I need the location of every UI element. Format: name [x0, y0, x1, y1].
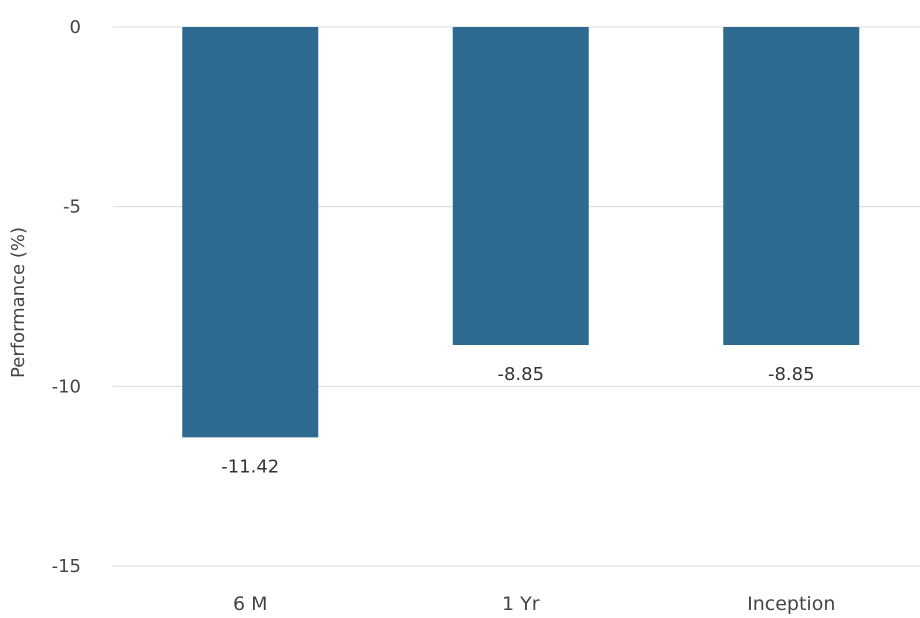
x-category-label: 1 Yr: [502, 593, 540, 615]
y-tick-label: -10: [52, 376, 81, 397]
y-tick-label: -5: [63, 197, 81, 218]
x-category-label: 6 M: [233, 593, 268, 615]
bar[interactable]: [452, 27, 589, 346]
y-axis-title: Performance (%): [8, 227, 29, 378]
y-tick-label: 0: [70, 17, 81, 38]
data-label: -8.85: [768, 364, 815, 385]
x-category-label: Inception: [747, 593, 835, 615]
bars: [182, 27, 860, 438]
data-labels: -11.42 -8.85 -8.85: [221, 364, 814, 477]
y-tick-label: -15: [52, 556, 81, 577]
data-label: -11.42: [221, 456, 279, 477]
data-label: -8.85: [497, 364, 544, 385]
bar[interactable]: [723, 27, 860, 346]
y-axis-ticks: 0 -5 -10 -15: [52, 17, 81, 577]
x-axis-labels: 6 M 1 Yr Inception: [233, 593, 835, 615]
bar[interactable]: [182, 27, 319, 438]
